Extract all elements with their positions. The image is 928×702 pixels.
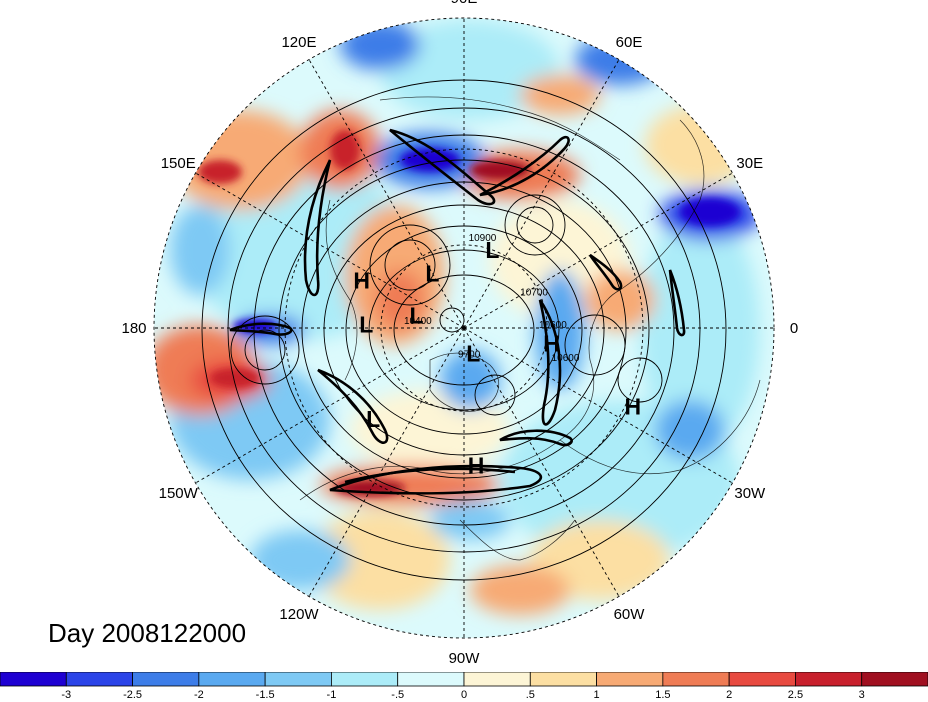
- low-pressure-label: L: [425, 260, 439, 286]
- colorbar-tick-label: -1.5: [256, 689, 275, 701]
- colorbar: -3 -2.5 -2 -1.5 -1 -.5 0 .5 1 1.5 2 2.5 3: [0, 672, 928, 701]
- high-pressure-label: H: [353, 267, 370, 293]
- longitude-label: 120E: [281, 34, 316, 51]
- meridian-line: [195, 327, 465, 484]
- meridian-line: [308, 59, 465, 329]
- map-boundary: [153, 17, 775, 639]
- colorbar-tick-label: 1: [594, 689, 600, 701]
- meridian-line: [463, 327, 620, 597]
- day-label: Day 2008122000: [48, 618, 247, 648]
- longitude-label: 180: [121, 320, 146, 337]
- low-pressure-label: L: [359, 312, 373, 338]
- colorbar-swatch: [795, 672, 863, 687]
- longitude-labels: 90E 60E 30E 0 30W 60W 90W 120W 150W 180 150E 120E: [121, 0, 798, 667]
- colorbar-swatch: [264, 672, 332, 687]
- meridian-line: [308, 327, 465, 597]
- longitude-label: 120W: [279, 606, 319, 623]
- contour-value-label: 10900: [469, 233, 497, 244]
- colorbar-tick-label: .5: [526, 689, 535, 701]
- meridian-line: [463, 59, 620, 329]
- low-pressure-label: L: [485, 237, 499, 263]
- meridian-line: [463, 327, 733, 484]
- colorbar-swatch: [0, 672, 67, 687]
- colorbar-tick-label: 3: [859, 689, 865, 701]
- parallel-line: [380, 244, 548, 412]
- low-pressure-label: L: [466, 340, 480, 366]
- high-pressure-label: H: [543, 330, 560, 356]
- low-pressure-label: L: [410, 302, 424, 328]
- longitude-label: 150E: [161, 155, 196, 172]
- colorbar-swatch: [463, 672, 531, 687]
- colorbar-tick-label: -3: [61, 689, 71, 701]
- high-pressure-label: H: [625, 394, 642, 420]
- contour-value-label: 10700: [520, 287, 548, 298]
- longitude-label: 30W: [734, 485, 766, 502]
- contour-value-label: 10600: [539, 320, 567, 331]
- longitude-label: 60E: [616, 34, 643, 51]
- coastlines: [299, 96, 761, 561]
- colorbar-swatch: [861, 672, 928, 687]
- longitude-label: 60W: [614, 606, 646, 623]
- parallel-line: [284, 148, 644, 508]
- colorbar-tick-label: -1: [327, 689, 337, 701]
- longitude-label: 0: [790, 320, 798, 337]
- colorbar-swatch: [529, 672, 597, 687]
- colorbar-swatch: [65, 672, 133, 687]
- colorbar-tick-label: -2.5: [123, 689, 142, 701]
- contour-value-label: 9700: [458, 349, 481, 360]
- longitude-label: 30E: [736, 155, 763, 172]
- colorbar-tick-label: 1.5: [655, 689, 670, 701]
- colorbar-swatch: [397, 672, 465, 687]
- high-pressure-label: H: [468, 452, 485, 478]
- longitude-label: 90E: [451, 0, 478, 7]
- contour-labels: 10900 10700 10600 10600 10400 9700: [404, 233, 580, 364]
- contour-value-label: 10600: [552, 353, 580, 364]
- longitude-label: 90W: [449, 650, 481, 667]
- colorbar-tick-label: 2: [726, 689, 732, 701]
- graticule: [154, 18, 774, 638]
- colorbar-tick-label: 0: [461, 689, 467, 701]
- longitude-label: 150W: [159, 485, 199, 502]
- colorbar-swatch: [596, 672, 664, 687]
- meridian-line: [195, 172, 465, 329]
- colorbar-swatch: [662, 672, 730, 687]
- meridian-line: [463, 172, 733, 329]
- colorbar-swatch: [728, 672, 796, 687]
- contour-value-label: 10400: [404, 316, 432, 327]
- low-pressure-label: L: [366, 406, 380, 432]
- colorbar-tick-label: -2: [194, 689, 204, 701]
- colorbar-swatch: [331, 672, 399, 687]
- colorbar-swatch: [132, 672, 200, 687]
- colorbar-tick-label: 2.5: [788, 689, 803, 701]
- colorbar-swatch: [198, 672, 266, 687]
- colorbar-tick-label: -.5: [391, 689, 404, 701]
